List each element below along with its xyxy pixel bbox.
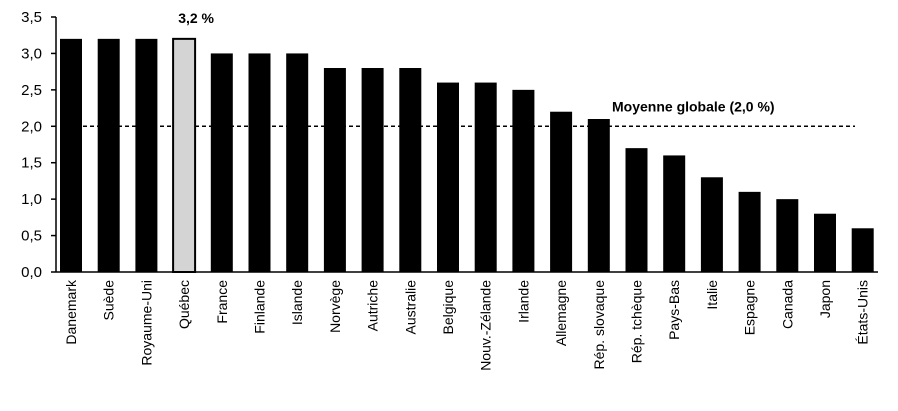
bar (587, 119, 610, 272)
bar (738, 191, 761, 272)
highlight-value-label: 3,2 % (178, 10, 214, 26)
bar (135, 38, 158, 272)
x-tick-label: Rép. slovaque (591, 280, 607, 370)
x-tick-label: Québec (176, 280, 192, 329)
bar (700, 177, 723, 272)
bar (776, 199, 799, 272)
x-tick-label: France (214, 280, 230, 324)
bar (474, 82, 497, 272)
y-tick-label: 3,5 (21, 9, 42, 26)
x-tick-label: Norvège (327, 280, 343, 333)
x-tick-label: Finlande (252, 280, 268, 334)
y-tick-label: 2,0 (21, 118, 42, 135)
bar (323, 68, 346, 272)
x-tick-label: Autriche (365, 280, 381, 332)
x-tick-label: Danemark (63, 279, 79, 345)
bars (60, 37, 874, 273)
x-tick-label: Allemagne (553, 280, 569, 346)
bar (399, 68, 422, 272)
x-tick-label: Islande (289, 280, 305, 325)
x-tick-label: Italie (704, 280, 720, 310)
bar (437, 82, 459, 272)
y-tick-label: 1,0 (21, 191, 42, 208)
y-tick-label: 0,0 (21, 264, 42, 281)
x-axis-labels: Danemark Suède Royaume-Uni Québec France Finl… (63, 279, 871, 371)
y-tick-label: 2,5 (21, 82, 42, 99)
bar (625, 148, 648, 272)
bar (512, 89, 535, 272)
x-tick-label: Australie (402, 280, 418, 335)
bar (663, 155, 686, 272)
bar (97, 38, 120, 272)
x-tick-label: Pays-Bas (666, 280, 682, 340)
x-tick-label: Canada (779, 280, 795, 329)
bar (60, 38, 82, 272)
bar (550, 111, 573, 272)
x-tick-label: Royaume-Uni (138, 280, 154, 366)
bar (851, 228, 874, 272)
bar (814, 213, 836, 272)
y-tick-label: 0,5 (21, 228, 42, 245)
x-tick-label: Belgique (440, 280, 456, 335)
bar (361, 68, 384, 272)
reference-line-label: Moyenne globale (2,0 %) (612, 98, 775, 114)
x-tick-label: Suède (101, 280, 117, 321)
bar-highlight (172, 37, 197, 273)
x-tick-label: Espagne (742, 280, 758, 335)
y-tick-label: 3,0 (21, 45, 42, 62)
bar (286, 53, 309, 272)
y-tick-label: 1,5 (21, 155, 42, 172)
bar (210, 53, 233, 272)
bar (248, 53, 271, 272)
x-tick-label: Japon (817, 280, 833, 318)
x-tick-label: États-Unis (855, 280, 871, 345)
x-tick-label: Irlande (515, 280, 531, 323)
x-tick-label: Nouv.-Zélande (478, 280, 494, 371)
x-tick-label: Rép. tchèque (629, 280, 645, 363)
